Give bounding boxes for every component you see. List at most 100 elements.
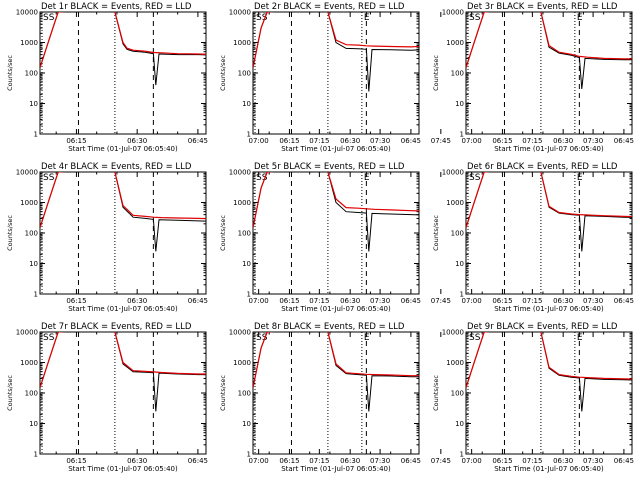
flag-ss: SS bbox=[43, 333, 55, 343]
x-tick-label: 06:15 bbox=[279, 137, 299, 145]
series-events-line bbox=[466, 12, 632, 89]
y-tick-label: 100 bbox=[25, 390, 38, 398]
x-tick-label: 06:15 bbox=[492, 457, 512, 465]
flag-ss: SS bbox=[256, 13, 268, 23]
flag-ss: SS bbox=[469, 13, 481, 23]
x-tick-label: 06:30 bbox=[340, 297, 360, 305]
y-axis-label: Counts/sec bbox=[6, 215, 14, 251]
series-events-line bbox=[466, 172, 632, 252]
x-tick-label: 06:30 bbox=[127, 457, 147, 465]
x-tick-label: 07:15 bbox=[309, 137, 329, 145]
y-tick-label: 10 bbox=[29, 260, 38, 268]
x-tick-label: 07:45 bbox=[431, 297, 451, 305]
panel-3: Det 3r BLACK = Events, RED = LLD 1 10 100 10… bbox=[432, 2, 634, 153]
x-tick-label: 07:30 bbox=[370, 137, 390, 145]
x-tick-label: 07:00 bbox=[462, 137, 482, 145]
y-axis-label: Counts/sec bbox=[219, 215, 227, 251]
plot-frame bbox=[465, 171, 633, 295]
series-events-line bbox=[466, 332, 632, 412]
y-axis-label: Counts/sec bbox=[219, 55, 227, 91]
panel-5: Det 5r BLACK = Events, RED = LLD 1 10 100 10… bbox=[219, 162, 603, 313]
x-axis-label: Start Time (01-Jul-07 06:05:40) bbox=[281, 145, 391, 153]
x-axis-label: Start Time (01-Jul-07 06:05:40) bbox=[494, 145, 604, 153]
x-axis-label: Start Time (01-Jul-07 06:05:40) bbox=[281, 465, 391, 473]
x-axis-label: Start Time (01-Jul-07 06:05:40) bbox=[68, 465, 178, 473]
y-axis-label: Counts/sec bbox=[219, 375, 227, 411]
panel-title: Det 2r BLACK = Events, RED = LLD bbox=[254, 2, 405, 12]
x-tick-label: 07:15 bbox=[309, 297, 329, 305]
y-tick-label: 10000 bbox=[442, 9, 464, 17]
panel-title: Det 3r BLACK = Events, RED = LLD bbox=[467, 2, 618, 12]
x-tick-label: 06:15 bbox=[492, 137, 512, 145]
y-tick-label: 10000 bbox=[16, 169, 38, 177]
x-tick-label: 07:15 bbox=[309, 457, 329, 465]
y-tick-label: 10000 bbox=[442, 329, 464, 337]
x-tick-label: 06:30 bbox=[553, 457, 573, 465]
x-tick-label: 06:45 bbox=[188, 297, 208, 305]
x-tick-label: 07:30 bbox=[583, 297, 603, 305]
x-axis-label: Start Time (01-Jul-07 06:05:40) bbox=[494, 465, 604, 473]
y-axis-label: Counts/sec bbox=[432, 55, 440, 91]
y-tick-label: 1000 bbox=[20, 39, 38, 47]
x-tick-label: 07:30 bbox=[370, 297, 390, 305]
x-tick-label: 06:45 bbox=[188, 457, 208, 465]
panel-2: Det 2r BLACK = Events, RED = LLD11010010… bbox=[219, 2, 603, 153]
y-tick-label: 1000 bbox=[233, 199, 251, 207]
y-axis-label: Counts/sec bbox=[432, 375, 440, 411]
panel-9: Det 9r BLACK = Events, RED = LLD 1 10 100 10… bbox=[432, 322, 634, 473]
x-tick-label: 07:30 bbox=[370, 457, 390, 465]
y-tick-label: 1 bbox=[247, 451, 251, 459]
x-tick-label: 07:00 bbox=[462, 297, 482, 305]
x-tick-label: 06:30 bbox=[340, 457, 360, 465]
y-tick-label: 10000 bbox=[229, 9, 251, 17]
x-axis-label: Start Time (01-Jul-07 06:05:40) bbox=[494, 305, 604, 313]
y-tick-label: 1000 bbox=[20, 359, 38, 367]
panel-title: Det 1r BLACK = Events, RED = LLD bbox=[41, 2, 192, 12]
panel-4: Det 4r BLACK = Events, RED = LLD11010010… bbox=[6, 162, 451, 313]
x-tick-label: 07:45 bbox=[431, 457, 451, 465]
plot-frame bbox=[252, 331, 420, 455]
y-tick-label: 10 bbox=[455, 100, 464, 108]
plot-frame bbox=[39, 11, 207, 135]
flag-ss: SS bbox=[256, 333, 268, 343]
series-lld-line bbox=[466, 172, 632, 228]
x-tick-label: 07:45 bbox=[431, 137, 451, 145]
y-tick-label: 10 bbox=[29, 100, 38, 108]
series-events-line bbox=[40, 332, 206, 412]
y-axis-label: Counts/sec bbox=[6, 375, 14, 411]
panel-6: Det 6r BLACK = Events, RED = LLD 1 10 100 10… bbox=[432, 162, 634, 313]
x-tick-label: 06:45 bbox=[401, 297, 421, 305]
x-axis-label: Start Time (01-Jul-07 06:05:40) bbox=[281, 305, 391, 313]
flag-e: E bbox=[577, 13, 583, 23]
x-tick-label: 07:15 bbox=[522, 297, 542, 305]
y-tick-label: 10 bbox=[29, 420, 38, 428]
panel-7: Det 7r BLACK = Events, RED = LLD11010010… bbox=[6, 322, 451, 473]
x-tick-label: 06:45 bbox=[401, 457, 421, 465]
x-tick-label: 07:00 bbox=[249, 457, 269, 465]
y-tick-label: 100 bbox=[238, 70, 251, 78]
y-tick-label: 100 bbox=[451, 70, 464, 78]
y-tick-label: 1 bbox=[460, 291, 464, 299]
series-lld-line bbox=[40, 12, 206, 68]
x-axis-label: Start Time (01-Jul-07 06:05:40) bbox=[68, 305, 178, 313]
y-tick-label: 10000 bbox=[16, 9, 38, 17]
plot-frame bbox=[465, 11, 633, 135]
x-tick-label: 06:15 bbox=[279, 457, 299, 465]
x-tick-label: 06:45 bbox=[188, 137, 208, 145]
x-tick-label: 06:30 bbox=[553, 137, 573, 145]
y-tick-label: 10 bbox=[242, 420, 251, 428]
x-tick-label: 06:45 bbox=[614, 457, 634, 465]
flag-e: E bbox=[364, 333, 370, 343]
y-tick-label: 1 bbox=[460, 451, 464, 459]
flag-ss: SS bbox=[256, 173, 268, 183]
y-tick-label: 1000 bbox=[20, 199, 38, 207]
y-tick-label: 10 bbox=[242, 260, 251, 268]
flag-ss: SS bbox=[43, 173, 55, 183]
y-tick-label: 1000 bbox=[446, 359, 464, 367]
y-tick-label: 100 bbox=[238, 230, 251, 238]
panel-title: Det 5r BLACK = Events, RED = LLD bbox=[254, 162, 405, 172]
flag-e: E bbox=[364, 13, 370, 23]
y-axis-label: Counts/sec bbox=[432, 215, 440, 251]
flag-ss: SS bbox=[43, 13, 55, 23]
y-tick-label: 100 bbox=[238, 390, 251, 398]
